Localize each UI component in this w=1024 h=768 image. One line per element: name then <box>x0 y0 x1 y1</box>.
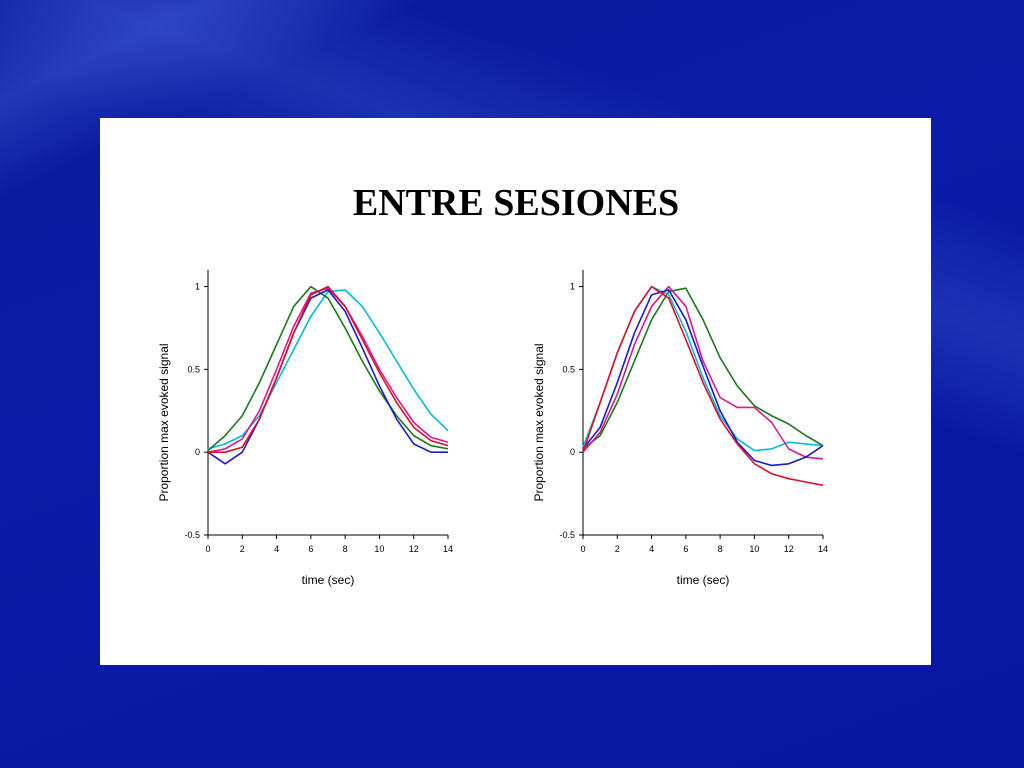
x-tick-label: 8 <box>343 544 348 554</box>
x-tick-label: 10 <box>374 544 384 554</box>
y-tick-label: 0.5 <box>562 364 575 374</box>
x-tick-label: 6 <box>308 544 313 554</box>
y-tick-label: 1 <box>195 282 200 292</box>
y-axis-label: Proportion max evoked signal <box>157 343 171 501</box>
x-tick-label: 4 <box>274 544 279 554</box>
y-tick-label: 0 <box>195 447 200 457</box>
x-tick-label: 10 <box>749 544 759 554</box>
slide <box>100 118 931 665</box>
x-tick-label: 0 <box>580 544 585 554</box>
x-axis-label: time (sec) <box>302 573 355 587</box>
slide-title: ENTRE SESIONES <box>353 182 679 224</box>
x-tick-label: 8 <box>718 544 723 554</box>
y-tick-label: -0.5 <box>184 530 200 540</box>
x-tick-label: 2 <box>615 544 620 554</box>
x-tick-label: 12 <box>784 544 794 554</box>
series-line <box>582 287 824 450</box>
series-line <box>582 289 824 467</box>
x-axis-label: time (sec) <box>677 573 730 587</box>
series-line <box>207 289 448 465</box>
y-tick-label: 0 <box>570 447 575 457</box>
series-line <box>582 285 824 487</box>
x-tick-label: 6 <box>683 544 688 554</box>
x-tick-label: 2 <box>240 544 245 554</box>
series-line <box>208 285 449 453</box>
x-tick-label: 14 <box>818 544 828 554</box>
series-line <box>582 285 824 460</box>
y-axis-label: Proportion max evoked signal <box>532 343 546 501</box>
x-tick-label: 14 <box>443 544 453 554</box>
y-tick-label: 1 <box>570 282 575 292</box>
y-tick-label: 0.5 <box>187 364 200 374</box>
series-line <box>207 287 449 453</box>
series-line <box>582 285 824 452</box>
x-tick-label: 4 <box>649 544 654 554</box>
x-tick-label: 0 <box>205 544 210 554</box>
x-tick-label: 12 <box>409 544 419 554</box>
series-line <box>207 285 449 452</box>
y-tick-label: -0.5 <box>559 530 575 540</box>
